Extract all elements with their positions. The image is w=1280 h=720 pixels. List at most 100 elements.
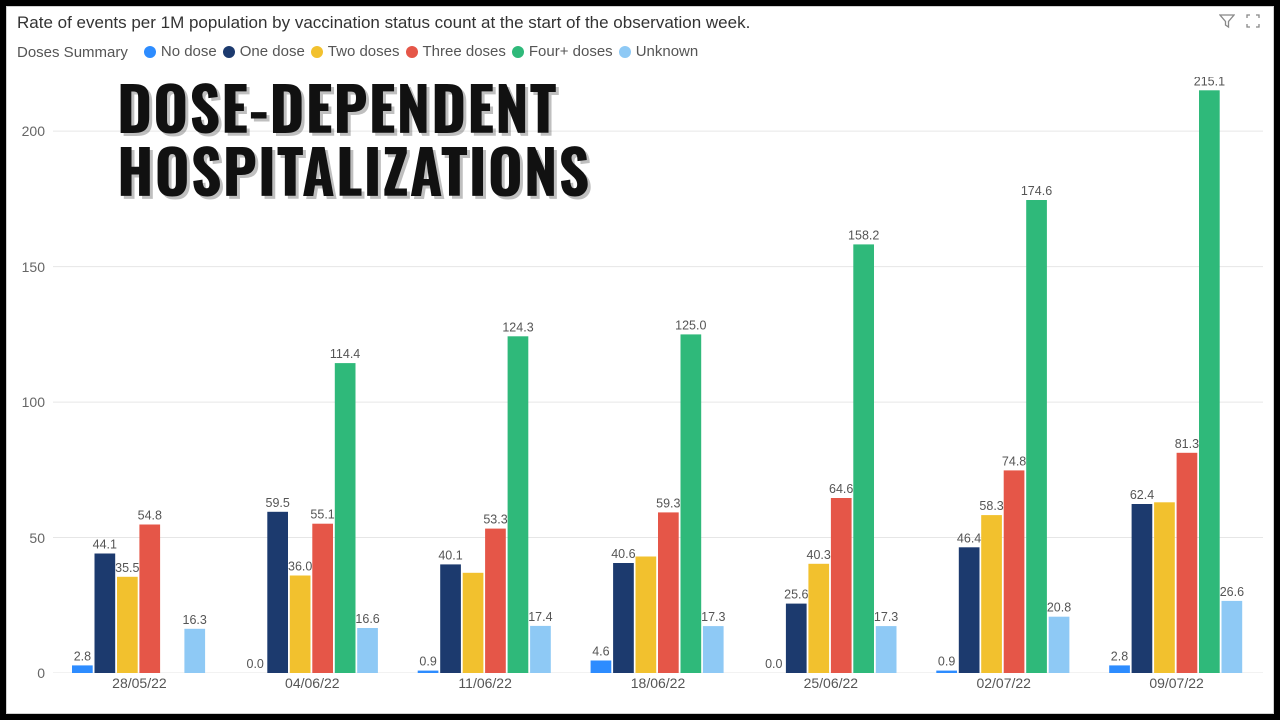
bar[interactable] <box>440 564 461 673</box>
bar[interactable] <box>1222 601 1243 673</box>
focus-mode-icon[interactable] <box>1245 13 1261 29</box>
bar-value-label: 59.3 <box>656 496 680 510</box>
bar-value-label: 81.3 <box>1175 437 1199 451</box>
bar-value-label: 174.6 <box>1021 184 1052 198</box>
bar[interactable] <box>981 515 1002 673</box>
bar[interactable] <box>959 547 980 673</box>
bar-value-label: 17.4 <box>528 610 552 624</box>
bar-value-label: 17.3 <box>701 610 725 624</box>
bar[interactable] <box>1049 617 1070 673</box>
bar-value-label: 16.6 <box>355 612 379 626</box>
bar[interactable] <box>853 244 874 673</box>
y-tick-label: 50 <box>29 530 45 546</box>
bar-value-label: 40.6 <box>611 547 635 561</box>
bar[interactable] <box>1154 502 1175 673</box>
bar[interactable] <box>808 564 829 673</box>
bar[interactable] <box>1177 453 1198 673</box>
bar-value-label: 58.3 <box>979 499 1003 513</box>
bar-value-label: 26.6 <box>1220 585 1244 599</box>
filter-icon[interactable] <box>1219 13 1235 29</box>
bar[interactable] <box>681 334 702 673</box>
bar-value-label: 4.6 <box>592 645 609 659</box>
x-tick-label: 02/07/22 <box>976 675 1031 691</box>
bar[interactable] <box>72 665 93 673</box>
legend-swatch <box>311 46 323 58</box>
bar-value-label: 64.6 <box>829 482 853 496</box>
bar[interactable] <box>530 626 551 673</box>
bar[interactable] <box>184 629 205 673</box>
bar-value-label: 16.3 <box>183 613 207 627</box>
legend-item[interactable]: No dose <box>144 43 217 60</box>
bar-value-label: 0.0 <box>247 657 264 671</box>
legend: Doses Summary No dose One dose Two doses Th… <box>17 43 698 62</box>
bar-value-label: 59.5 <box>266 496 290 510</box>
bar[interactable] <box>1004 470 1025 673</box>
bar[interactable] <box>591 661 612 674</box>
bar[interactable] <box>613 563 634 673</box>
bar[interactable] <box>786 604 807 673</box>
legend-title: Doses Summary <box>17 44 128 61</box>
bar[interactable] <box>936 671 957 673</box>
bar[interactable] <box>267 512 288 673</box>
legend-swatch <box>512 46 524 58</box>
bar[interactable] <box>1132 504 1153 673</box>
legend-label: Unknown <box>636 43 699 60</box>
bar[interactable] <box>117 577 138 673</box>
bar[interactable] <box>1026 200 1047 673</box>
bar[interactable] <box>636 557 657 674</box>
x-tick-label: 25/06/22 <box>804 675 859 691</box>
bar-value-label: 215.1 <box>1194 77 1225 88</box>
bar[interactable] <box>312 524 333 673</box>
bar[interactable] <box>703 626 724 673</box>
bar-value-label: 0.9 <box>419 655 436 669</box>
legend-swatch <box>144 46 156 58</box>
bar-value-label: 62.4 <box>1130 488 1154 502</box>
bar[interactable] <box>418 671 439 673</box>
legend-item[interactable]: Four+ doses <box>512 43 613 60</box>
legend-swatch <box>406 46 418 58</box>
bar-value-label: 114.4 <box>330 347 360 361</box>
chart-card: Rate of events per 1M population by vacc… <box>6 6 1274 714</box>
legend-swatch <box>619 46 631 58</box>
legend-label: Four+ doses <box>529 43 613 60</box>
legend-item[interactable]: One dose <box>223 43 305 60</box>
bar-value-label: 35.5 <box>115 561 139 575</box>
legend-label: Three doses <box>423 43 506 60</box>
y-tick-label: 150 <box>22 259 45 275</box>
bar[interactable] <box>508 336 529 673</box>
bar[interactable] <box>1109 665 1130 673</box>
y-axis-labels: 050100150200 <box>7 77 53 673</box>
legend-item[interactable]: Two doses <box>311 43 400 60</box>
bar[interactable] <box>357 628 378 673</box>
bar-value-label: 158.2 <box>848 228 879 242</box>
legend-item[interactable]: Unknown <box>619 43 699 60</box>
overlay-headline: DOSE-DEPENDENT HOSPITALIZATIONS <box>117 75 590 201</box>
bar-value-label: 54.8 <box>138 509 162 523</box>
bar[interactable] <box>95 554 116 674</box>
bar-value-label: 40.1 <box>438 548 462 562</box>
legend-item[interactable]: Three doses <box>406 43 506 60</box>
bar[interactable] <box>831 498 852 673</box>
chart-title: Rate of events per 1M population by vacc… <box>17 13 1193 33</box>
bar[interactable] <box>139 525 160 674</box>
bar-value-label: 55.1 <box>310 508 334 522</box>
bar-value-label: 53.3 <box>483 513 507 527</box>
legend-label: Two doses <box>328 43 400 60</box>
bar[interactable] <box>658 512 679 673</box>
bar[interactable] <box>1199 90 1220 673</box>
x-tick-label: 04/06/22 <box>285 675 340 691</box>
bar-value-label: 40.3 <box>807 548 831 562</box>
bar[interactable] <box>485 529 506 673</box>
bar-value-label: 74.8 <box>1002 454 1026 468</box>
bar-value-label: 125.0 <box>675 318 706 332</box>
bar-value-label: 17.3 <box>874 610 898 624</box>
header-icons <box>1219 13 1261 29</box>
bar-value-label: 46.4 <box>957 531 981 545</box>
bar-value-label: 2.8 <box>74 649 91 663</box>
bar-value-label: 2.8 <box>1111 649 1128 663</box>
bar-value-label: 124.3 <box>502 320 533 334</box>
bar[interactable] <box>463 573 484 673</box>
bar[interactable] <box>876 626 897 673</box>
bar[interactable] <box>290 576 311 674</box>
bar[interactable] <box>335 363 356 673</box>
